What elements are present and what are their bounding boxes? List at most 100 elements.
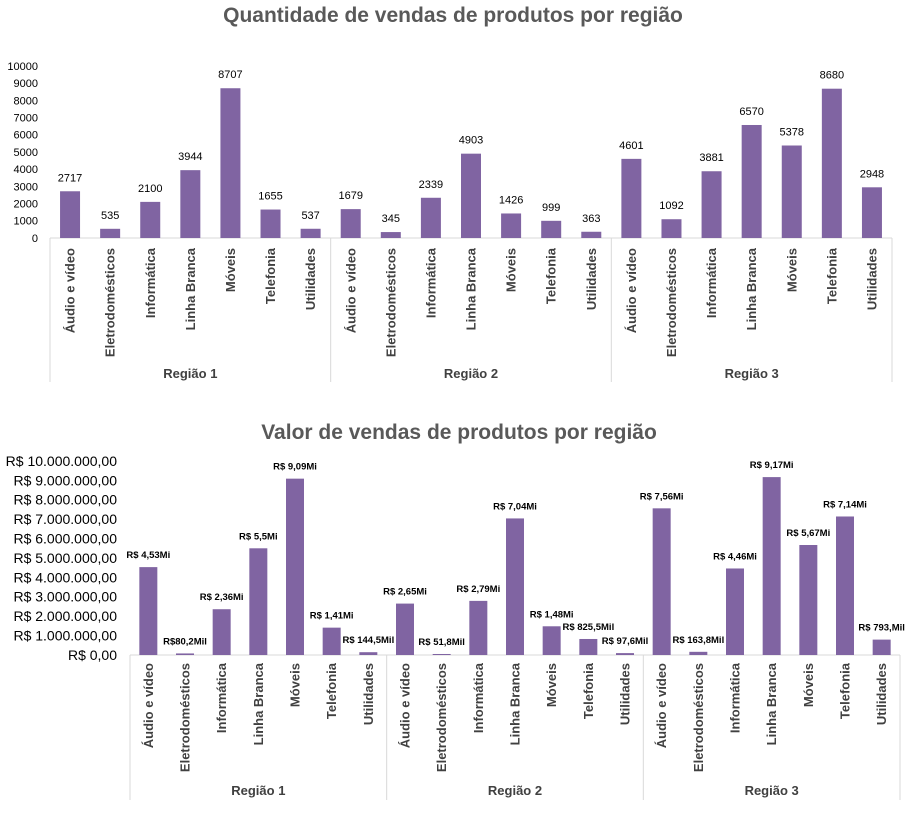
x-tick-label: Utilidades [584,248,599,310]
x-tick-label: Linha Branca [744,247,759,330]
x-tick-label: Informática [143,247,158,318]
data-label: 999 [542,202,560,214]
x-tick-label: Utilidades [303,248,318,310]
y-tick-label: R$ 10.000.000,00 [6,453,118,469]
bar [432,653,451,655]
data-label: R$ 7,14Mi [823,499,867,510]
x-tick-label: Linha Branca [464,247,479,330]
data-label: R$ 2,65Mi [383,587,427,598]
y-tick-label: 3000 [14,181,38,193]
x-tick-label: Telefonia [263,247,278,304]
bar [396,603,414,655]
data-label: 5378 [780,126,804,138]
bar [616,653,634,655]
bar [322,627,341,655]
bar [652,508,671,655]
data-label: R$ 144,5Mil [342,635,394,646]
x-tick-label: Informática [214,662,229,733]
y-tick-label: R$ 4.000.000,00 [13,569,117,585]
data-label: 4903 [459,135,483,147]
bar [139,567,158,655]
bar [380,232,401,238]
group-label: Região 1 [231,783,285,798]
x-tick-label: Informática [704,247,719,318]
x-tick-label: Eletrodomésticos [383,248,398,357]
bar [781,145,802,238]
x-tick-label: Móveis [801,663,816,707]
data-label: R$ 4,46Mi [713,551,757,562]
data-label: R$ 1,41Mi [310,611,354,622]
x-tick-label: Áudio e vídeo [63,248,78,333]
data-label: R$ 9,09Mi [273,462,317,473]
data-label: 3881 [699,152,723,164]
y-tick-label: R$ 0,00 [68,647,117,663]
data-label: R$ 5,5Mi [239,531,278,542]
x-tick-label: Telefonia [581,662,596,719]
data-label: R$ 2,36Mi [200,592,244,603]
data-label: 2717 [58,172,82,184]
chart-title: Valor de vendas de produtos por região [261,421,657,444]
bar [581,231,602,238]
group-label: Região 3 [745,783,799,798]
x-tick-label: Telefonia [838,662,853,719]
x-tick-label: Linha Branca [251,662,266,745]
bar [249,548,268,655]
group-label: Região 3 [725,366,779,381]
bar [661,219,682,238]
y-tick-label: 0 [32,233,38,245]
y-tick-label: 1000 [14,216,38,228]
data-label: 345 [382,213,400,225]
data-label: 8680 [820,70,844,82]
data-label: 1426 [499,194,523,206]
bar [212,609,231,655]
y-tick-label: R$ 6.000.000,00 [13,531,117,547]
group-label: Região 2 [444,366,498,381]
x-tick-label: Eletrodomésticos [434,663,449,772]
x-tick-label: Utilidades [874,663,889,725]
x-tick-label: Telefonia [324,662,339,719]
bar [469,600,488,655]
bar [762,477,781,655]
data-label: R$80,2Mil [163,636,207,647]
x-tick-label: Utilidades [618,663,633,725]
data-label: R$ 1,48Mi [530,609,574,620]
data-label: R$ 9,17Mi [750,460,794,471]
bar [180,170,201,238]
x-tick-label: Eletrodomésticos [691,663,706,772]
y-tick-label: 5000 [14,147,38,159]
data-label: 1092 [659,200,683,212]
bar [300,228,321,238]
bar [579,638,598,655]
data-label: 2100 [138,183,162,195]
bar [60,191,81,238]
x-tick-label: Telefonia [544,247,559,304]
y-tick-label: 4000 [14,164,38,176]
y-tick-label: R$ 2.000.000,00 [13,608,117,624]
bar [100,228,121,238]
data-label: 4601 [619,140,643,152]
bar [541,220,562,238]
data-label: R$ 7,56Mi [640,491,684,502]
y-tick-label: 6000 [14,130,38,142]
chart-title: Quantidade de vendas de produtos por reg… [223,4,683,27]
data-label: R$ 51,8Mil [418,637,464,648]
bar [621,158,642,238]
bar [359,652,378,655]
data-label: R$ 97,6Mil [602,636,648,647]
x-tick-label: Eletrodomésticos [664,248,679,357]
x-tick-label: Utilidades [361,663,376,725]
data-label: 3944 [178,151,202,163]
x-tick-label: Telefonia [824,247,839,304]
x-tick-label: Áudio e vídeo [141,663,156,748]
data-label: 2339 [419,179,443,191]
data-label: R$ 793,Mil [858,623,904,634]
x-tick-label: Áudio e vídeo [624,248,639,333]
x-tick-label: Utilidades [865,248,880,310]
data-label: 6570 [739,106,763,118]
x-tick-label: Móveis [288,663,303,707]
x-tick-label: Linha Branca [183,247,198,330]
x-tick-label: Eletrodomésticos [103,248,118,357]
bar [220,88,241,239]
